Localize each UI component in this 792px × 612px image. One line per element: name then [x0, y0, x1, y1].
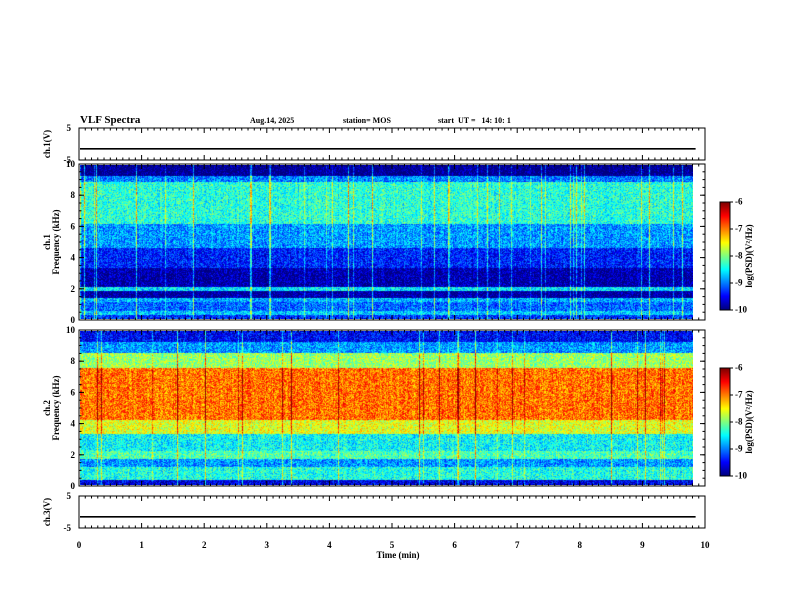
- figure-title: VLF Spectra: [80, 114, 141, 126]
- time-axis-label: Time (min): [376, 550, 419, 560]
- frequency-tick-label: 2: [71, 284, 76, 294]
- ch2-ylabel-frequency: Frequency (kHz): [51, 375, 61, 440]
- ch1-voltage-panel: 5 -5 ch.1(V): [42, 123, 706, 165]
- time-tick-label: 3: [265, 540, 270, 550]
- colorbar-tick-label: -10: [735, 305, 747, 315]
- ch3-voltage-ylabel: ch.3(V): [42, 498, 52, 526]
- frequency-tick-label: 0: [71, 481, 76, 491]
- colorbar-tick-label: -8: [735, 251, 743, 261]
- colorbar-tick-label: -6: [735, 363, 743, 373]
- ch2-spectrogram-panel: 0 2 4 6 8 10 ch.2 Frequency (kHz): [42, 325, 706, 491]
- ch2-colorbar: -6 -7 -8 -9 -10 log(PSD)(V²/Hz): [719, 363, 754, 481]
- frequency-tick-label: 8: [71, 356, 76, 366]
- frequency-tick-label: 6: [71, 221, 76, 231]
- ch1-ytick-top: 5: [67, 123, 72, 133]
- time-tick-label: 4: [327, 540, 332, 550]
- colorbar-tick-label: -6: [735, 197, 743, 207]
- ch3-voltage-panel: 5 -5 ch.3(V): [42, 491, 706, 533]
- ch2-colorbar-gradient: [720, 368, 730, 476]
- ch3-voltage-xticks: [78, 496, 706, 528]
- ch3-ytick-top: 5: [67, 491, 72, 501]
- colorbar-tick-label: -7: [735, 224, 743, 234]
- frequency-tick-label: 6: [71, 387, 76, 397]
- frequency-tick-label: 10: [66, 159, 76, 169]
- ch1-voltage-xticks: [78, 128, 706, 160]
- ch1-colorbar-label: log(PSD)(V²/Hz): [744, 224, 754, 287]
- ch1-ylabel-frequency: Frequency (kHz): [51, 209, 61, 274]
- start-time-label: start UT = 14: 10: 1: [438, 116, 511, 125]
- time-tick-label: 8: [578, 540, 583, 550]
- ch3-ytick-bottom: -5: [64, 523, 72, 533]
- frequency-tick-label: 4: [71, 419, 76, 429]
- time-tick-label: 5: [390, 540, 395, 550]
- ch2-colorbar-label: log(PSD)(V²/Hz): [744, 390, 754, 453]
- colorbar-tick-label: -7: [735, 390, 743, 400]
- ch2-ylabel-channel: ch.2: [42, 400, 52, 416]
- time-tick-label: 6: [452, 540, 457, 550]
- colorbar-tick-label: -8: [735, 417, 743, 427]
- ch1-colorbar: -6 -7 -8 -9 -10 log(PSD)(V²/Hz): [719, 197, 754, 315]
- time-axis-tick-labels: 0 1 2 3 4 5 6 7 8 9 10: [77, 540, 710, 550]
- ch1-colorbar-ticks: -6 -7 -8 -9 -10: [730, 197, 747, 315]
- time-tick-label: 0: [77, 540, 82, 550]
- frequency-tick-label: 10: [66, 325, 76, 335]
- frequency-tick-label: 2: [71, 450, 76, 460]
- ch2-colorbar-ticks: -6 -7 -8 -9 -10: [730, 363, 747, 481]
- colorbar-tick-label: -10: [735, 471, 747, 481]
- ch1-spectrogram-xticks: [78, 164, 706, 320]
- ch1-ylabel-channel: ch.1: [42, 234, 52, 250]
- time-tick-label: 9: [640, 540, 645, 550]
- ch1-voltage-ylabel: ch.1(V): [42, 130, 52, 158]
- time-tick-label: 7: [515, 540, 520, 550]
- time-tick-label: 2: [202, 540, 207, 550]
- frequency-tick-label: 0: [71, 315, 76, 325]
- frequency-tick-label: 4: [71, 253, 76, 263]
- ch2-spectrogram-xticks: [78, 330, 706, 486]
- ch2-spectrogram-image: [80, 331, 693, 485]
- station-label: station= MOS: [343, 116, 391, 125]
- ch1-frequency-ticks: 0 2 4 6 8 10: [66, 159, 705, 325]
- colorbar-tick-label: -9: [735, 444, 743, 454]
- ch2-frequency-ticks: 0 2 4 6 8 10: [66, 325, 705, 491]
- ch1-ytick-bottom: -5: [64, 155, 72, 165]
- time-tick-label: 10: [701, 540, 711, 550]
- ch1-spectrogram-panel: 0 2 4 6 8 10 ch.1 Frequency (kHz): [42, 159, 706, 325]
- date-label: Aug.14, 2025: [250, 116, 294, 125]
- frequency-tick-label: 8: [71, 190, 76, 200]
- time-tick-label: 1: [139, 540, 144, 550]
- ch1-colorbar-gradient: [720, 202, 730, 310]
- ch1-spectrogram-image: [80, 165, 693, 319]
- colorbar-tick-label: -9: [735, 278, 743, 288]
